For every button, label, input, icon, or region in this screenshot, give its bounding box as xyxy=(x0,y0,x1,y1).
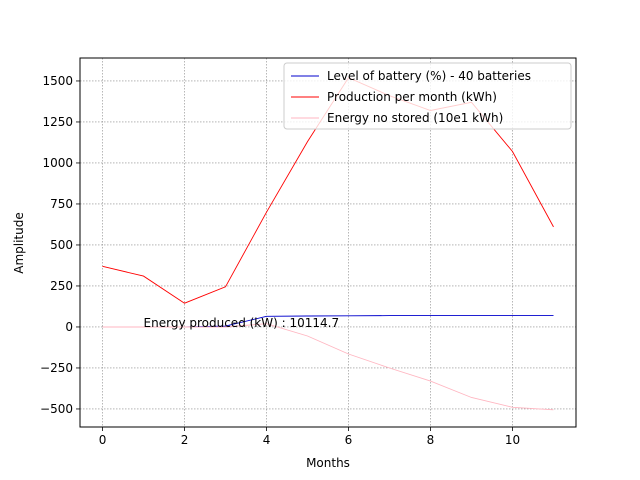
x-tick-label: 10 xyxy=(505,433,520,447)
y-tick-label: 1500 xyxy=(42,74,73,88)
x-tick-label: 2 xyxy=(181,433,189,447)
y-tick-label: 250 xyxy=(50,279,73,293)
x-tick-label: 8 xyxy=(427,433,435,447)
y-tick-label: 1250 xyxy=(42,115,73,129)
legend-label: Energy no stored (10e1 kWh) xyxy=(327,111,503,125)
legend-label: Level of battery (%) - 40 batteries xyxy=(327,69,531,83)
legend: Level of battery (%) - 40 batteries Produ… xyxy=(283,62,572,130)
annotations: Energy produced (kW) : 10114.7 xyxy=(144,316,340,330)
y-tick-label: 500 xyxy=(50,238,73,252)
legend-box xyxy=(283,62,572,130)
series-line-2 xyxy=(102,323,554,411)
y-tick-label: 1000 xyxy=(42,156,73,170)
x-axis: 0 2 4 6 8 10 xyxy=(99,427,520,447)
y-axis: −500 −250 0 250 500 750 1000 1250 1500 xyxy=(40,74,80,416)
y-tick-label: −500 xyxy=(40,402,73,416)
x-tick-label: 4 xyxy=(263,433,271,447)
y-axis-label: Amplitude xyxy=(12,212,26,274)
y-tick-label: −250 xyxy=(40,361,73,375)
y-tick-label: 750 xyxy=(50,197,73,211)
legend-label: Production per month (kWh) xyxy=(327,90,497,104)
plot-frame xyxy=(79,57,577,428)
x-axis-label: Months xyxy=(306,456,350,470)
annotation-text: Energy produced (kW) : 10114.7 xyxy=(144,316,340,330)
x-tick-label: 6 xyxy=(345,433,353,447)
y-tick-label: 0 xyxy=(65,320,73,334)
x-tick-label: 0 xyxy=(99,433,107,447)
